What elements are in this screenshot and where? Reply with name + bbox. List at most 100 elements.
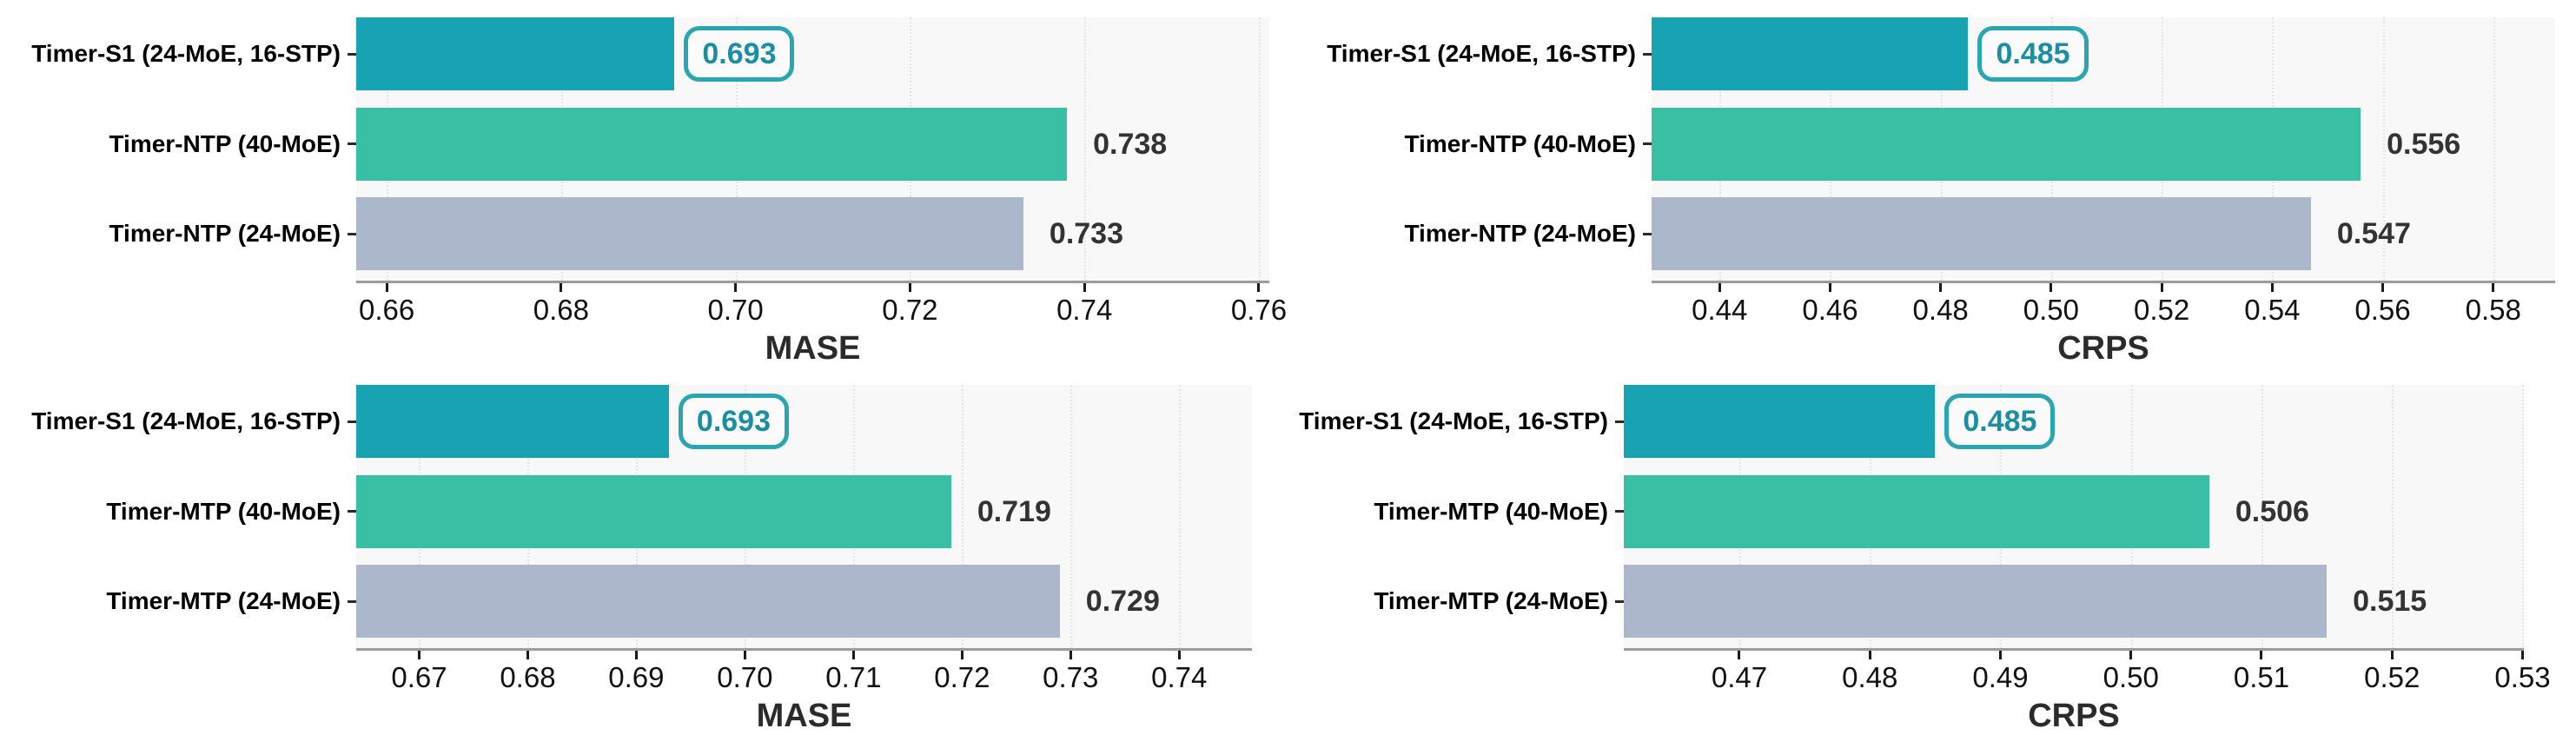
- category-label: Timer-NTP (40-MoE): [1404, 129, 1636, 157]
- x-tick-label: 0.49: [1972, 661, 2029, 693]
- x-tick-mark: [1828, 283, 1831, 292]
- grid-line: [962, 385, 964, 648]
- axis-title: MASE: [765, 330, 861, 367]
- x-tick-label: 0.50: [2103, 661, 2159, 693]
- x-tick-label: 0.70: [707, 294, 764, 326]
- category-label: Timer-NTP (24-MoE): [1404, 220, 1636, 247]
- plot-area: [1624, 385, 2525, 648]
- bar-chart-ntp-mase: Timer-S1 (24-MoE, 16-STP) 0.693 Timer-NTP …: [0, 0, 1288, 368]
- bar: [356, 197, 1023, 270]
- x-tick-mark: [2160, 283, 2163, 292]
- x-tick-mark: [1868, 651, 1871, 659]
- x-tick-label: 0.72: [882, 294, 938, 326]
- bar-chart-mtp-mase: Timer-S1 (24-MoE, 16-STP) 0.693 Timer-MTP …: [0, 368, 1288, 735]
- category-label: Timer-MTP (24-MoE): [1374, 587, 1608, 614]
- value-label: 0.733: [1049, 217, 1124, 250]
- value-label: 0.738: [1093, 127, 1168, 161]
- x-tick-label: 0.47: [1711, 661, 1768, 693]
- grid-line: [1084, 17, 1087, 281]
- x-tick-mark: [2050, 283, 2053, 292]
- x-tick-label: 0.56: [2354, 294, 2411, 326]
- x-tick-mark: [1257, 283, 1261, 292]
- y-tick-mark: [1643, 52, 1652, 56]
- x-tick-mark: [734, 283, 738, 292]
- x-tick-mark: [526, 651, 529, 659]
- x-tick-label: 0.58: [2465, 294, 2521, 326]
- grid-line: [2392, 385, 2394, 648]
- x-tick-mark: [2381, 283, 2385, 292]
- x-tick-mark: [2520, 651, 2524, 659]
- bar: [356, 385, 669, 458]
- value-label: 0.547: [2336, 217, 2411, 250]
- x-tick-label: 0.66: [359, 294, 415, 326]
- bar: [356, 474, 951, 548]
- x-tick-mark: [1177, 651, 1181, 659]
- category-label: Timer-S1 (24-MoE, 16-STP): [1327, 40, 1636, 67]
- x-tick-mark: [908, 283, 911, 292]
- y-tick-mark: [1643, 142, 1652, 145]
- category-label: Timer-MTP (24-MoE): [106, 587, 341, 614]
- y-tick-mark: [1615, 510, 1624, 513]
- x-tick-label: 0.72: [934, 661, 990, 693]
- x-tick-mark: [1069, 651, 1072, 659]
- highlighted-value-badge: 0.485: [1944, 394, 2056, 449]
- y-tick-mark: [1615, 599, 1624, 603]
- bar: [1624, 385, 1936, 458]
- bar: [1624, 474, 2209, 548]
- x-tick-mark: [2270, 283, 2274, 292]
- highlighted-value-badge: 0.693: [678, 394, 789, 449]
- x-tick-mark: [1939, 283, 1943, 292]
- value-label: 0.506: [2235, 494, 2309, 528]
- x-tick-label: 0.68: [533, 294, 590, 326]
- y-tick-mark: [348, 52, 356, 56]
- category-label: Timer-S1 (24-MoE, 16-STP): [1299, 407, 1608, 434]
- x-tick-mark: [1998, 651, 2002, 659]
- x-tick-mark: [1718, 283, 1721, 292]
- grid-line: [1258, 17, 1261, 281]
- grid-line: [1179, 385, 1182, 648]
- x-tick-label: 0.74: [1056, 294, 1113, 326]
- x-tick-label: 0.71: [825, 661, 882, 693]
- bar: [1624, 565, 2328, 638]
- x-tick-label: 0.54: [2244, 294, 2301, 326]
- grid-line: [1070, 385, 1073, 648]
- x-tick-mark: [743, 651, 746, 659]
- bar: [1652, 107, 2361, 181]
- category-label: Timer-S1 (24-MoE, 16-STP): [31, 407, 341, 434]
- x-axis-spine: [1624, 648, 2524, 651]
- y-tick-mark: [348, 420, 356, 423]
- highlighted-value-badge: 0.693: [684, 26, 795, 82]
- x-tick-label: 0.53: [2494, 661, 2551, 693]
- value-label: 0.556: [2387, 127, 2461, 161]
- x-tick-label: 0.50: [2023, 294, 2079, 326]
- category-label: Timer-NTP (40-MoE): [109, 129, 341, 157]
- y-tick-mark: [348, 599, 356, 603]
- x-axis-spine: [1652, 281, 2555, 283]
- x-tick-label: 0.51: [2233, 661, 2290, 693]
- axis-title: CRPS: [2028, 698, 2120, 734]
- x-tick-mark: [1083, 283, 1086, 292]
- category-label: Timer-MTP (40-MoE): [1374, 497, 1608, 525]
- x-tick-label: 0.48: [1912, 294, 1969, 326]
- plot-area: [356, 17, 1269, 281]
- x-tick-label: 0.69: [608, 661, 665, 693]
- category-label: Timer-NTP (24-MoE): [109, 220, 341, 247]
- x-axis-spine: [356, 281, 1269, 283]
- grid-line: [2382, 17, 2385, 281]
- bar-chart-mtp-crps: Timer-S1 (24-MoE, 16-STP) 0.485 Timer-MTP …: [1288, 368, 2576, 735]
- y-tick-mark: [348, 142, 356, 145]
- x-tick-label: 0.70: [717, 661, 773, 693]
- x-tick-mark: [385, 283, 388, 292]
- bar: [356, 107, 1068, 181]
- x-tick-label: 0.46: [1802, 294, 1858, 326]
- x-tick-label: 0.52: [2133, 294, 2190, 326]
- bar-chart-ntp-crps: Timer-S1 (24-MoE, 16-STP) 0.485 Timer-NTP …: [1288, 0, 2576, 368]
- category-label: Timer-MTP (40-MoE): [106, 497, 341, 525]
- highlighted-value-badge: 0.485: [1977, 26, 2089, 82]
- bar: [1652, 17, 1969, 90]
- y-tick-mark: [1615, 420, 1624, 423]
- category-label: Timer-S1 (24-MoE, 16-STP): [31, 40, 341, 67]
- x-tick-mark: [2390, 651, 2394, 659]
- x-tick-label: 0.73: [1043, 661, 1099, 693]
- x-tick-label: 0.44: [1692, 294, 1748, 326]
